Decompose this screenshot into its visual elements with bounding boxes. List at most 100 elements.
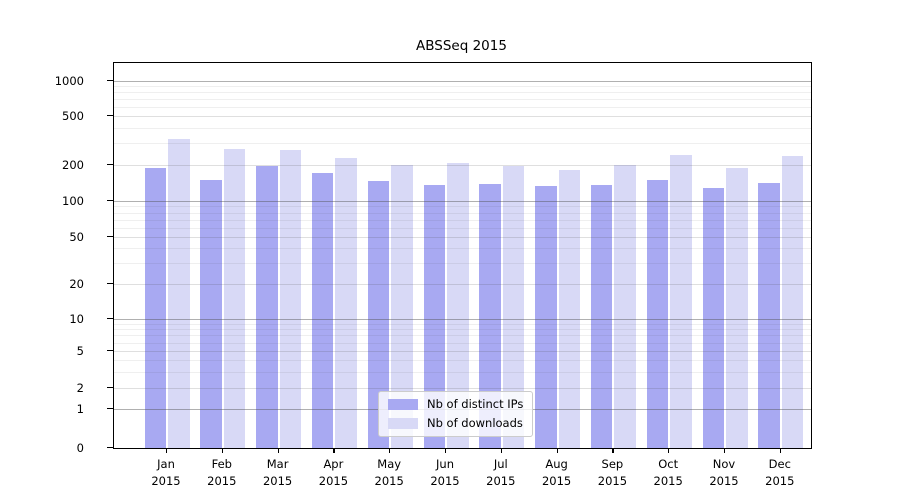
bar-downloads xyxy=(279,149,302,448)
bar-distinct-ips xyxy=(646,179,669,448)
bar-distinct-ips xyxy=(702,188,724,448)
x-tick-mark xyxy=(668,448,670,453)
y-axis-tick-label: 50 xyxy=(69,229,84,244)
x-tick-mark xyxy=(724,448,726,453)
gridline xyxy=(114,360,811,361)
legend-label: Nb of downloads xyxy=(427,416,523,430)
y-axis-tick-label: 20 xyxy=(69,276,84,291)
bar-distinct-ips xyxy=(535,186,557,448)
bar-distinct-ips xyxy=(144,167,166,448)
gridline xyxy=(114,388,811,389)
gridline xyxy=(114,351,811,352)
x-axis-tick-label: Apr 2015 xyxy=(318,457,349,488)
gridline xyxy=(114,263,811,265)
x-axis-tick-label: Feb 2015 xyxy=(207,457,237,488)
gridline xyxy=(114,86,811,88)
x-tick-mark xyxy=(612,448,614,453)
gridline xyxy=(114,116,811,117)
y-axis-tick-label: 500 xyxy=(62,108,84,123)
gridline xyxy=(114,237,811,238)
gridline xyxy=(114,335,811,337)
y-tick-mark xyxy=(107,200,113,202)
x-axis-tick-label: Dec 2015 xyxy=(765,457,795,488)
x-tick-mark xyxy=(389,448,391,453)
bar-downloads xyxy=(391,165,413,448)
x-tick-mark xyxy=(166,448,168,453)
y-tick-mark xyxy=(107,164,113,166)
bar-distinct-ips xyxy=(758,183,780,448)
x-tick-mark xyxy=(277,448,279,453)
gridline xyxy=(114,127,811,129)
gridline xyxy=(114,284,811,285)
x-axis-tick-label: Jun 2015 xyxy=(430,457,460,488)
bar-downloads xyxy=(726,167,748,448)
y-tick-mark xyxy=(107,236,113,238)
bar-distinct-ips xyxy=(200,179,222,448)
bar-downloads xyxy=(614,165,636,448)
plot-area xyxy=(113,62,812,449)
x-axis-tick-label: May 2015 xyxy=(374,457,404,488)
x-tick-mark xyxy=(221,448,223,453)
bar-downloads xyxy=(502,166,525,448)
gridline xyxy=(114,201,811,202)
y-axis-tick-label: 2 xyxy=(76,380,84,395)
gridline xyxy=(114,92,811,94)
y-tick-mark xyxy=(107,447,113,449)
legend-swatch xyxy=(388,398,418,410)
y-axis-tick-label: 100 xyxy=(62,193,84,208)
x-axis-tick-label: Jul 2015 xyxy=(486,457,516,488)
x-tick-mark xyxy=(445,448,447,453)
gridline xyxy=(114,81,811,82)
gridline xyxy=(114,371,811,373)
gridline xyxy=(114,248,811,250)
y-axis-tick-label: 1000 xyxy=(54,73,84,88)
bar-distinct-ips xyxy=(479,183,501,448)
bar-distinct-ips xyxy=(367,181,390,448)
bar-distinct-ips xyxy=(590,185,613,448)
legend-label: Nb of distinct IPs xyxy=(427,397,524,411)
gridline xyxy=(114,323,811,325)
gridline xyxy=(114,143,811,145)
gridline xyxy=(114,165,811,166)
gridline xyxy=(114,106,811,108)
y-tick-mark xyxy=(107,115,113,117)
y-axis-tick-label: 0 xyxy=(76,440,84,455)
x-axis-tick-label: Sep 2015 xyxy=(597,457,628,488)
x-axis-tick-label: Mar 2015 xyxy=(262,457,293,488)
y-tick-mark xyxy=(107,408,113,410)
y-axis-tick-label: 1 xyxy=(76,401,84,416)
bar-downloads xyxy=(168,138,190,448)
y-tick-mark xyxy=(107,387,113,389)
bar-downloads xyxy=(447,162,469,448)
y-axis-tick-label: 5 xyxy=(76,343,84,358)
bar-distinct-ips xyxy=(311,172,334,448)
chart-title: ABSSeq 2015 xyxy=(416,38,507,54)
y-tick-mark xyxy=(107,350,113,352)
bar-distinct-ips xyxy=(256,165,278,448)
bar-downloads xyxy=(781,155,804,448)
x-axis-tick-label: Oct 2015 xyxy=(653,457,683,488)
y-axis-tick-label: 10 xyxy=(69,311,84,326)
x-tick-mark xyxy=(333,448,335,453)
gridline xyxy=(114,227,811,229)
bar-downloads xyxy=(558,170,581,448)
y-tick-mark xyxy=(107,80,113,82)
y-axis-tick-label: 200 xyxy=(62,157,84,172)
legend-item: Nb of distinct IPs xyxy=(388,397,523,411)
gridline xyxy=(114,212,811,214)
gridline xyxy=(114,99,811,100)
y-tick-mark xyxy=(107,283,113,285)
gridline xyxy=(114,206,811,208)
legend: Nb of distinct IPs Nb of downloads xyxy=(378,391,534,437)
x-tick-mark xyxy=(500,448,502,453)
x-tick-mark xyxy=(556,448,558,453)
legend-swatch xyxy=(388,417,418,429)
x-tick-mark xyxy=(779,448,781,453)
gridline xyxy=(114,319,811,320)
x-axis-tick-label: Nov 2015 xyxy=(709,457,739,488)
bar-downloads xyxy=(670,155,692,448)
gridline xyxy=(114,219,811,221)
gridline xyxy=(114,342,811,344)
x-axis-tick-label: Jan 2015 xyxy=(151,457,181,488)
